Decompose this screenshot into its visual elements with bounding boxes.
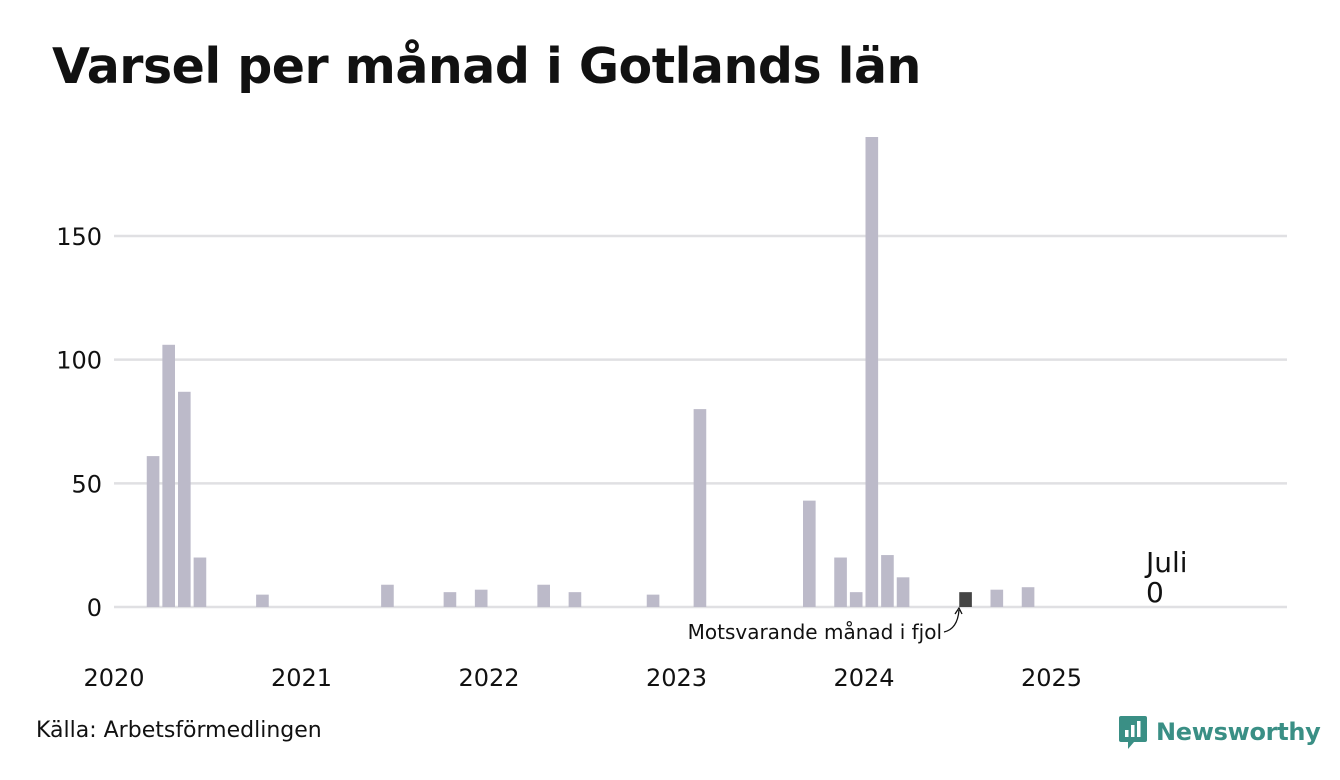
x-tick-label: 2020 xyxy=(83,664,144,692)
annotation-arrow xyxy=(943,609,960,633)
y-tick-label: 50 xyxy=(71,470,102,498)
bar xyxy=(803,500,816,607)
bar xyxy=(568,592,582,607)
bar xyxy=(474,589,488,607)
x-tick-label: 2021 xyxy=(271,664,332,692)
bar-highlight xyxy=(959,592,972,607)
bar xyxy=(990,589,1004,607)
y-tick-label: 0 xyxy=(87,594,102,622)
bars xyxy=(146,137,1035,607)
bar xyxy=(193,557,207,607)
bar xyxy=(693,409,707,607)
previous-year-annotation: Motsvarande månad i fjol xyxy=(688,620,942,644)
y-tick-label: 150 xyxy=(56,223,102,251)
x-tick-label: 2024 xyxy=(833,664,894,692)
newsworthy-logo-icon xyxy=(1119,716,1147,749)
bar xyxy=(443,592,457,607)
x-axis: 2020 2021 2022 2023 2024 2025 xyxy=(83,664,1082,692)
current-value-label: 0 xyxy=(1146,576,1164,609)
bar xyxy=(646,594,660,607)
bar xyxy=(537,584,550,607)
bar xyxy=(849,592,863,607)
y-axis: 0 50 100 150 xyxy=(56,223,102,622)
bar xyxy=(881,555,894,607)
brand-name: Newsworthy xyxy=(1156,718,1321,746)
x-tick-label: 2023 xyxy=(646,664,707,692)
bar xyxy=(146,456,160,607)
y-tick-label: 100 xyxy=(56,347,102,375)
chart-title: Varsel per månad i Gotlands län xyxy=(52,38,921,95)
bar xyxy=(256,594,269,607)
bar xyxy=(381,584,394,607)
bar xyxy=(162,344,175,607)
bar xyxy=(178,391,191,607)
bar xyxy=(834,557,847,607)
current-month-label: Juli xyxy=(1144,546,1188,579)
bar xyxy=(865,137,879,607)
bar xyxy=(1021,587,1035,607)
bar xyxy=(896,577,910,607)
annotations: Motsvarande månad i fjol Juli 0 xyxy=(688,546,1188,644)
x-tick-label: 2025 xyxy=(1021,664,1082,692)
x-tick-label: 2022 xyxy=(458,664,519,692)
annotation-arrowhead xyxy=(954,606,963,615)
source-note: Källa: Arbetsförmedlingen xyxy=(36,718,322,743)
brand-logo: Newsworthy xyxy=(1118,714,1321,750)
